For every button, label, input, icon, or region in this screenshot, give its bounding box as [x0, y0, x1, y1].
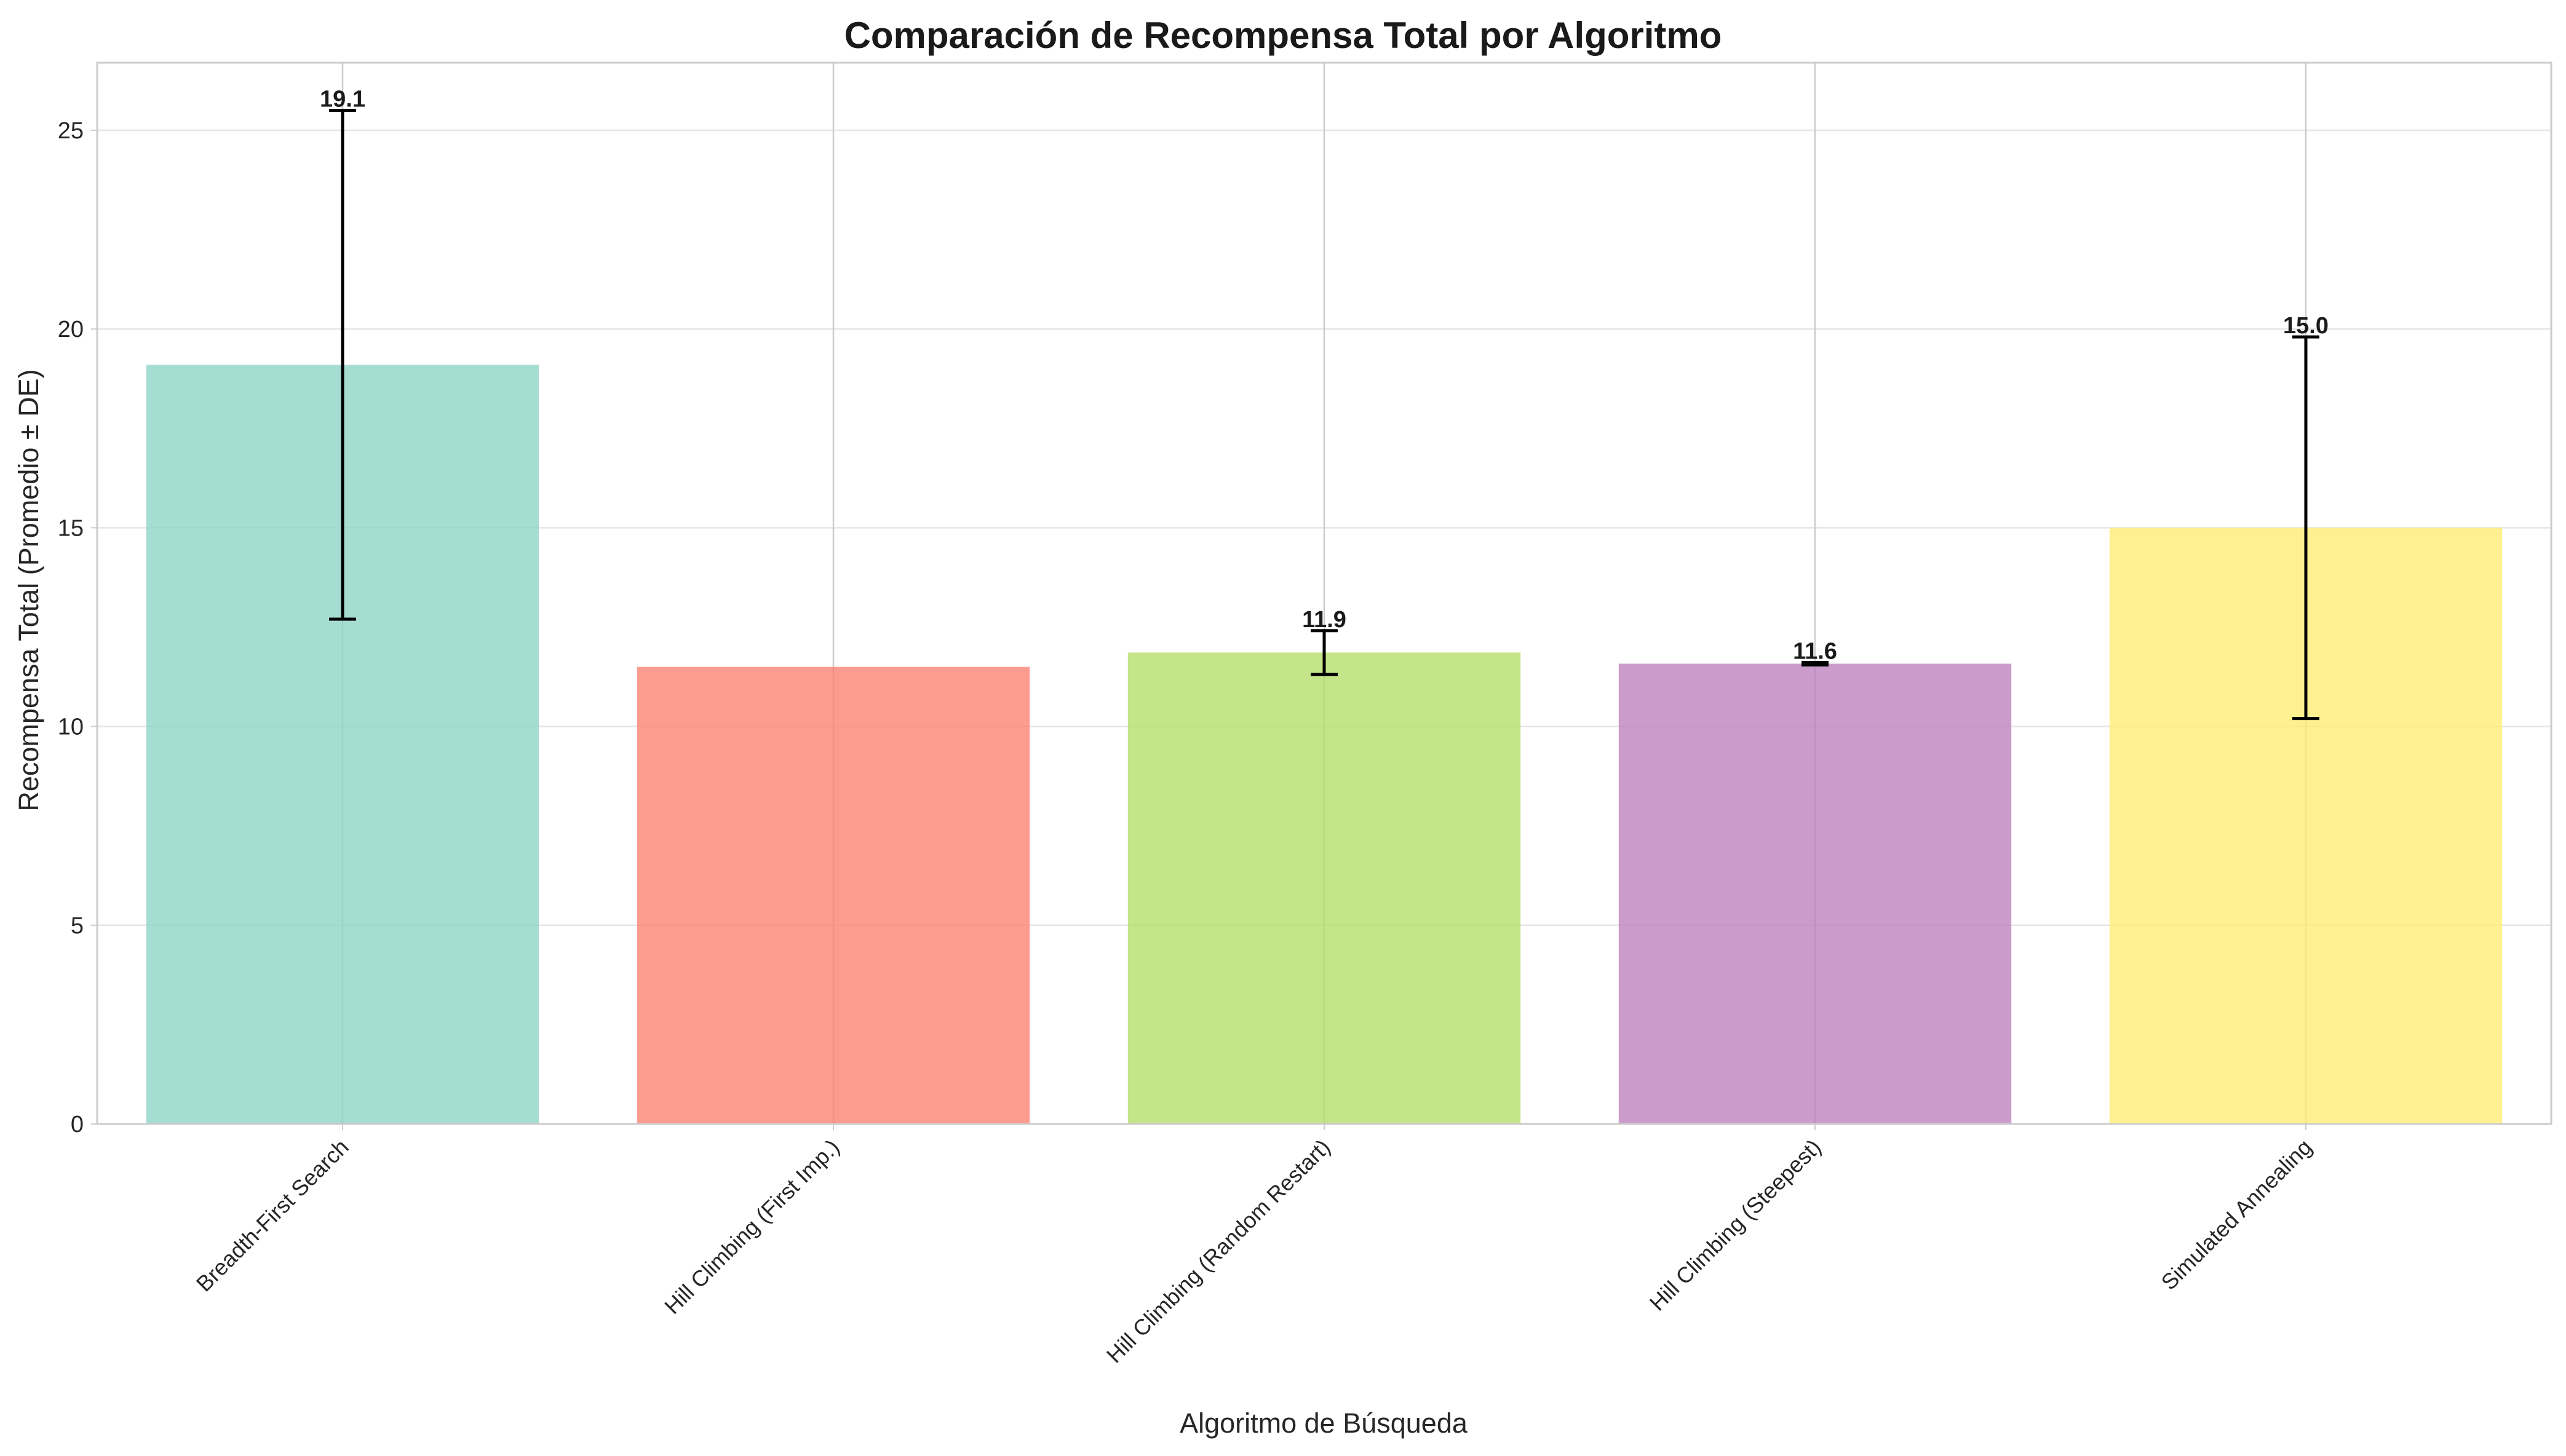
plot-frame [96, 61, 2552, 1125]
y-tick-label: 5 [71, 913, 84, 939]
y-tick-label: 15 [58, 515, 84, 541]
bar [1618, 663, 2012, 1124]
data-label: 19.1 [320, 87, 365, 113]
x-tick-label: Simulated Annealing [2156, 1134, 2317, 1295]
data-label: 11.6 [1793, 638, 1837, 664]
x-tick-label: Hill Climbing (Random Restart) [1102, 1134, 1335, 1368]
data-label: 11.9 [1302, 607, 1346, 633]
error-bars [329, 109, 2319, 721]
x-tick-label: Breadth-First Search [191, 1134, 354, 1297]
data-labels: 19.1 11.9 11.6 15.0 [320, 87, 2329, 665]
bars [146, 365, 2503, 1124]
x-tick-label: Hill Climbing (Steepest) [1645, 1134, 1826, 1316]
bar [1127, 652, 1521, 1124]
y-tick-label: 0 [71, 1112, 84, 1138]
y-axis-label: Recompensa Total (Promedio ± DE) [13, 369, 44, 811]
y-tick-label: 20 [58, 317, 84, 342]
bar [637, 667, 1030, 1124]
data-label: 15.0 [2283, 313, 2329, 339]
x-axis-label: Algoritmo de Búsqueda [1180, 1407, 1468, 1439]
chart-title: Comparación de Recompensa Total por Algo… [844, 15, 1722, 56]
y-tick-label: 25 [58, 118, 84, 144]
x-tick-label: Hill Climbing (First Imp.) [659, 1134, 844, 1320]
y-tick-label: 10 [58, 714, 84, 740]
